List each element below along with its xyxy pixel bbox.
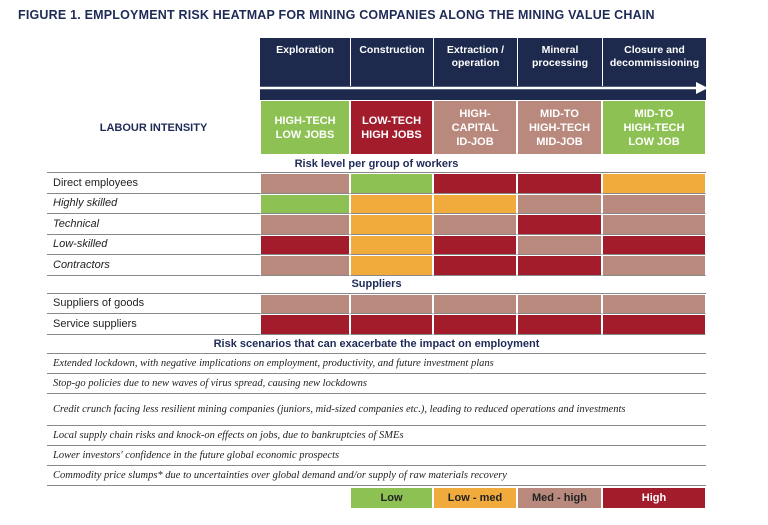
legend-item: Low (350, 486, 433, 509)
heat-cell (517, 214, 602, 235)
heat-cell (350, 234, 433, 255)
heat-cell (433, 314, 517, 335)
labour-intensity-line: LOW-TECH (361, 114, 422, 127)
row-label: Highly skilled (47, 194, 260, 214)
heat-cell (350, 255, 433, 276)
heat-cell (260, 293, 350, 314)
column-header: Exploration (260, 38, 350, 86)
column-header-line: processing (531, 57, 589, 69)
column-header-line: Closure and (624, 44, 685, 56)
scenario: Local supply chain risks and knock-on ef… (47, 426, 706, 446)
labour-intensity-line: ID-JOB (456, 135, 494, 148)
labour-intensity-line: CAPITAL (451, 121, 499, 134)
heat-cell (433, 255, 517, 276)
labour-intensity-label: LABOUR INTENSITY (99, 121, 208, 134)
heat-cell (433, 214, 517, 235)
labour-intensity-line: LOW JOB (628, 135, 680, 148)
heat-cell (433, 234, 517, 255)
column-header-line: Extraction / (446, 44, 505, 56)
heat-cell (350, 314, 433, 335)
row-label: Contractors (47, 255, 260, 276)
value-chain-arrow (260, 82, 708, 94)
legend-item: Med - high (517, 486, 602, 509)
labour-intensity-line: MID-TO (540, 107, 579, 120)
legend-item: High (602, 486, 706, 509)
labour-intensity-line: LOW JOBS (275, 128, 335, 141)
column-header-line: decommissioning (609, 57, 700, 69)
labour-intensity-line: HIGH- (459, 107, 491, 120)
labour-intensity-line: HIGH-TECH (274, 114, 336, 127)
heat-cell (350, 214, 433, 235)
heat-cell (350, 193, 433, 214)
scenario: Commodity price slumps* due to uncertain… (47, 466, 706, 486)
heat-cell (517, 293, 602, 314)
heat-cell (350, 173, 433, 194)
row-label: Low-skilled (47, 235, 260, 255)
heat-cell (433, 293, 517, 314)
heat-cell (260, 214, 350, 235)
section-heading: Risk scenarios that can exacerbate the i… (47, 335, 706, 354)
labour-intensity-cell: HIGH- CAPITAL ID-JOB (433, 100, 517, 155)
heat-cell (433, 193, 517, 214)
row-label: Suppliers of goods (47, 294, 260, 314)
labour-intensity-cell: HIGH-TECH LOW JOBS (260, 100, 350, 155)
heat-cell (260, 255, 350, 276)
labour-intensity-line: MID-TO (634, 107, 674, 120)
heat-cell (260, 234, 350, 255)
column-header-line: Exploration (276, 44, 334, 56)
column-header: Closure and decommissioning (602, 38, 706, 86)
row-label: Direct employees (47, 173, 260, 194)
heat-cell (517, 314, 602, 335)
heat-cell (602, 193, 706, 214)
heat-cell (260, 314, 350, 335)
scenario: Extended lockdown, with negative implica… (47, 354, 706, 374)
figure-title: FIGURE 1. EMPLOYMENT RISK HEATMAP FOR MI… (18, 8, 655, 22)
heat-cell (350, 293, 433, 314)
labour-intensity-line: HIGH-TECH (623, 121, 685, 134)
heat-cell (517, 193, 602, 214)
row-label: Technical (47, 214, 260, 235)
labour-intensity-line: HIGH-TECH (528, 121, 591, 134)
heat-cell (602, 234, 706, 255)
heat-cell (602, 173, 706, 194)
section-heading: Risk level per group of workers (47, 155, 706, 173)
scenario: Lower investors' confidence in the futur… (47, 446, 706, 466)
scenario: Credit crunch facing less resilient mini… (47, 394, 706, 426)
labour-intensity-line: MID-JOB (536, 135, 583, 148)
row-label: Service suppliers (47, 314, 260, 335)
heat-cell (517, 234, 602, 255)
heat-cell (260, 173, 350, 194)
scenario: Stop-go policies due to new waves of vir… (47, 374, 706, 394)
column-header: Construction (350, 38, 433, 86)
labour-intensity-cell: MID-TO HIGH-TECH LOW JOB (602, 100, 706, 155)
legend-item: Low - med (433, 486, 517, 509)
heat-cell (602, 255, 706, 276)
labour-intensity-line: HIGH JOBS (361, 128, 422, 141)
heat-cell (260, 193, 350, 214)
heat-cell (517, 255, 602, 276)
column-header-line: operation (451, 57, 500, 69)
heat-cell (602, 293, 706, 314)
heat-cell (602, 214, 706, 235)
section-heading: Suppliers (47, 276, 706, 294)
heat-cell (517, 173, 602, 194)
column-header: Mineral processing (517, 38, 602, 86)
heat-cell (602, 314, 706, 335)
labour-intensity-cell: MID-TO HIGH-TECH MID-JOB (517, 100, 602, 155)
column-header-line: Construction (359, 44, 425, 56)
labour-intensity-cell: LOW-TECH HIGH JOBS (350, 100, 433, 155)
column-header: Extraction / operation (433, 38, 517, 86)
heat-cell (433, 173, 517, 194)
column-header-line: Mineral (541, 44, 579, 56)
